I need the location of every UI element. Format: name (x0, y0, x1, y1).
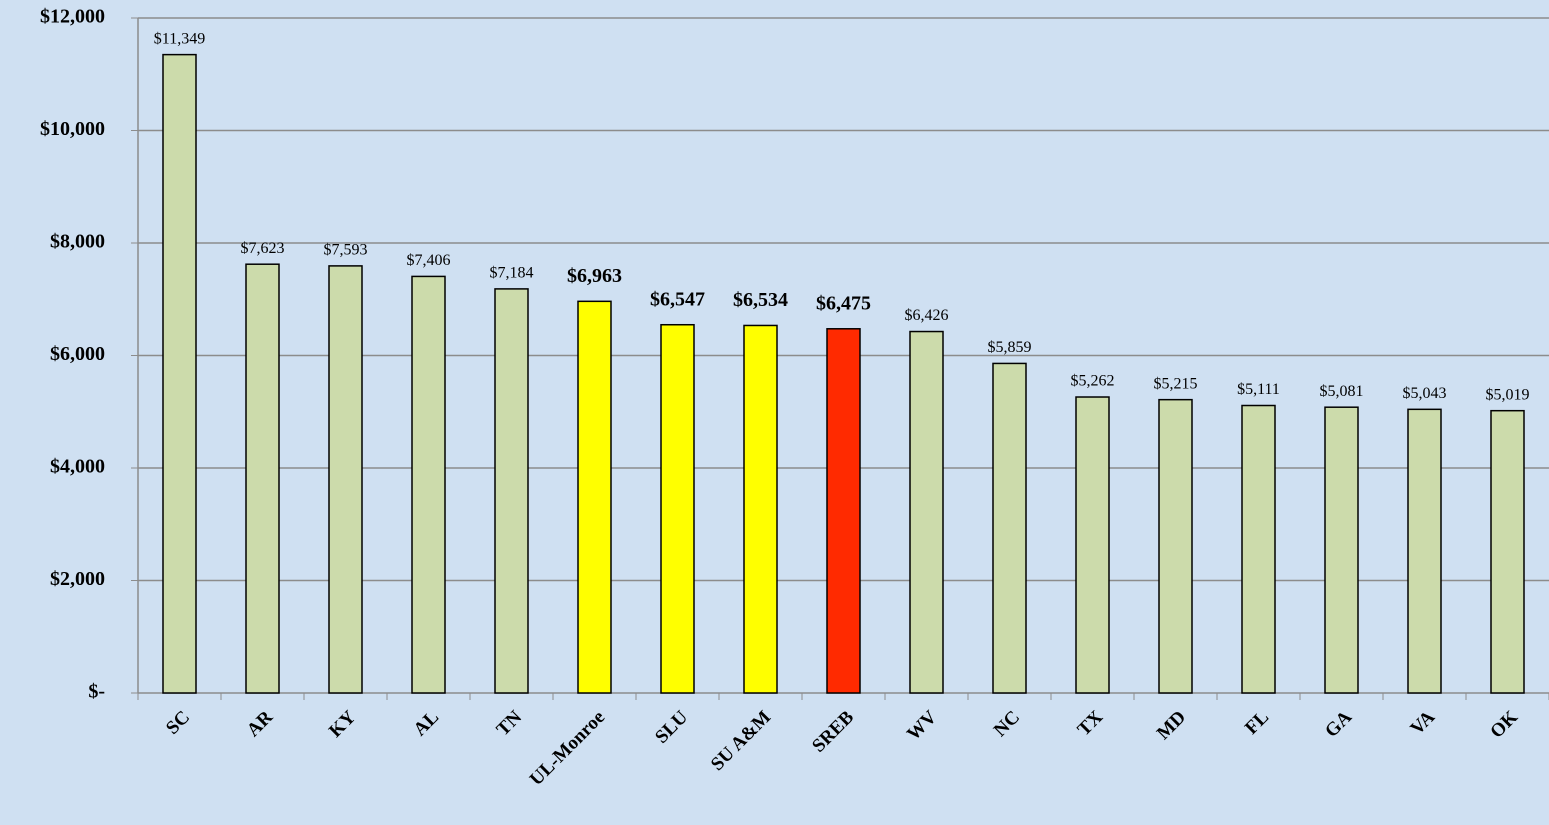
y-tick-label: $10,000 (40, 118, 105, 140)
bar (1075, 396, 1110, 694)
bar (577, 300, 612, 694)
x-tick-label: SU A&M (707, 707, 775, 775)
bar (245, 263, 280, 694)
y-tick-label: $12,000 (40, 6, 105, 28)
value-label: $7,623 (241, 240, 285, 257)
value-label: $5,215 (1154, 375, 1198, 392)
value-label: $11,349 (154, 30, 205, 47)
value-label: $6,547 (650, 288, 705, 310)
y-tick-label: $8,000 (50, 231, 105, 253)
x-tick-label: SLU (651, 707, 692, 748)
bar (328, 265, 363, 694)
x-tick-label: SREB (808, 707, 858, 757)
y-tick-label: $6,000 (50, 343, 105, 365)
bar (411, 275, 446, 694)
y-tick-label: $2,000 (50, 568, 105, 590)
value-label: $6,534 (733, 289, 788, 311)
value-label: $5,262 (1071, 373, 1115, 390)
bar (494, 288, 529, 694)
bar (826, 328, 861, 694)
x-tick-label: NC (990, 707, 1024, 741)
x-tick-label: TN (493, 707, 527, 741)
bar (660, 323, 695, 694)
value-label: $5,081 (1320, 383, 1364, 400)
bar (1324, 406, 1359, 694)
value-label: $7,406 (407, 252, 451, 269)
bar (1158, 398, 1193, 694)
bar (1241, 404, 1276, 694)
value-label: $5,859 (988, 339, 1032, 356)
bar (1490, 409, 1525, 694)
x-tick-label: MD (1153, 707, 1190, 744)
value-label: $7,184 (490, 265, 534, 282)
x-tick-label: WV (903, 707, 941, 745)
bar (743, 324, 778, 694)
x-tick-label: OK (1486, 707, 1522, 743)
x-tick-label: UL-Monroe (526, 707, 609, 790)
value-label: $5,019 (1486, 386, 1530, 403)
bar (992, 362, 1027, 694)
x-tick-label: AR (243, 707, 277, 741)
x-tick-label: KY (325, 707, 360, 742)
y-tick-label: $4,000 (50, 456, 105, 478)
bar (909, 330, 944, 694)
value-label: $6,475 (816, 292, 871, 314)
x-tick-label: SC (162, 707, 194, 739)
x-tick-label: VA (1407, 707, 1440, 740)
x-tick-label: AL (410, 707, 444, 741)
value-label: $5,111 (1237, 381, 1280, 398)
value-label: $5,043 (1403, 385, 1447, 402)
x-tick-label: GA (1321, 707, 1356, 742)
x-tick-label: FL (1241, 707, 1273, 739)
x-tick-label: TX (1074, 707, 1108, 741)
bar (1407, 408, 1442, 694)
value-label: $6,963 (567, 265, 622, 287)
y-tick-label: $- (88, 681, 105, 703)
bar (162, 53, 197, 694)
value-label: $6,426 (905, 307, 949, 324)
value-label: $7,593 (324, 242, 368, 259)
